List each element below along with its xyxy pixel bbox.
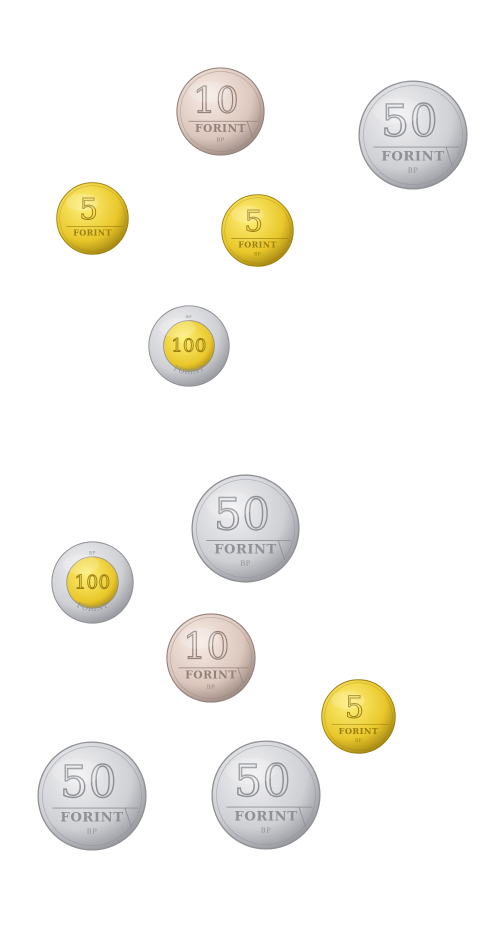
coin-face: 100 FORINT BP (148, 305, 230, 387)
coin-rim (37, 741, 147, 851)
coin-mint-mark: BP (216, 138, 224, 144)
coin-label: FORINT (75, 600, 109, 613)
coin-5-forint: 5 FORINT (56, 182, 129, 255)
coin-mint-mark: BP (87, 827, 97, 835)
coin-numeral: 50 (381, 96, 438, 147)
coin-rim (211, 740, 321, 850)
coin-50-forint: 50 FORINT BP (211, 740, 321, 850)
coin-numeral: 100 (171, 336, 207, 357)
coin-label: FORINT (234, 809, 297, 824)
coin-mint-mark: BP (355, 738, 362, 744)
coin-numeral: 50 (60, 757, 117, 808)
coin-label: FORINT (73, 227, 112, 237)
coin-face: 50 FORINT BP (37, 741, 147, 851)
coin-numeral: 10 (193, 80, 239, 121)
coin-numeral: 5 (244, 204, 263, 238)
coin-mint-mark: BP (207, 685, 215, 691)
coin-rim (221, 194, 294, 267)
coin-5-forint: 5 FORINT BP (321, 679, 396, 754)
coin-numeral: 5 (345, 690, 364, 725)
coin-5-forint: 5 FORINT BP (221, 194, 294, 267)
coin-rim (56, 182, 129, 255)
coin-rim (191, 474, 300, 583)
coin-face: 100 FORINT BP (51, 541, 134, 624)
coin-face: 50 FORINT BP (191, 474, 300, 583)
coin-50-forint: 50 FORINT BP (191, 474, 300, 583)
coin-label: FORINT (172, 364, 206, 377)
coin-10-forint: 10 FORINT BP (166, 613, 256, 703)
coin-100-forint: 100 FORINT BP (51, 541, 134, 624)
coin-rim (321, 679, 396, 754)
coin-center (66, 556, 119, 609)
coin-label: FORINT (339, 726, 379, 736)
coin-rim (176, 67, 265, 156)
coin-face: 50 FORINT BP (358, 80, 468, 190)
coin-label: FORINT (214, 543, 277, 558)
coin-100-forint: 100 FORINT BP (148, 305, 230, 387)
coin-10-forint: 10 FORINT BP (176, 67, 265, 156)
coin-mint-mark: BP (89, 550, 96, 555)
coin-mint-mark: BP (240, 560, 250, 568)
coin-rim (358, 80, 468, 190)
coin-label: FORINT (238, 239, 277, 249)
coin-label: FORINT (185, 669, 237, 682)
coin-numeral: 50 (234, 756, 291, 807)
coin-rim (166, 613, 256, 703)
coin-label: FORINT (195, 122, 246, 135)
coin-label: FORINT (381, 149, 444, 164)
coin-face: 50 FORINT BP (211, 740, 321, 850)
coin-numeral: 5 (79, 192, 98, 226)
coin-numeral: 50 (214, 491, 271, 541)
coin-mint-mark: BP (261, 826, 271, 834)
coin-mint-mark: BP (186, 314, 193, 319)
coin-50-forint: 50 FORINT BP (358, 80, 468, 190)
coin-center (163, 320, 215, 372)
coin-mint-mark: BP (408, 166, 418, 174)
coin-numeral: 10 (183, 627, 230, 668)
coin-numeral: 100 (74, 572, 110, 593)
coin-mint-mark: BP (254, 252, 261, 257)
coin-50-forint: 50 FORINT BP (37, 741, 147, 851)
coin-label: FORINT (60, 810, 123, 825)
